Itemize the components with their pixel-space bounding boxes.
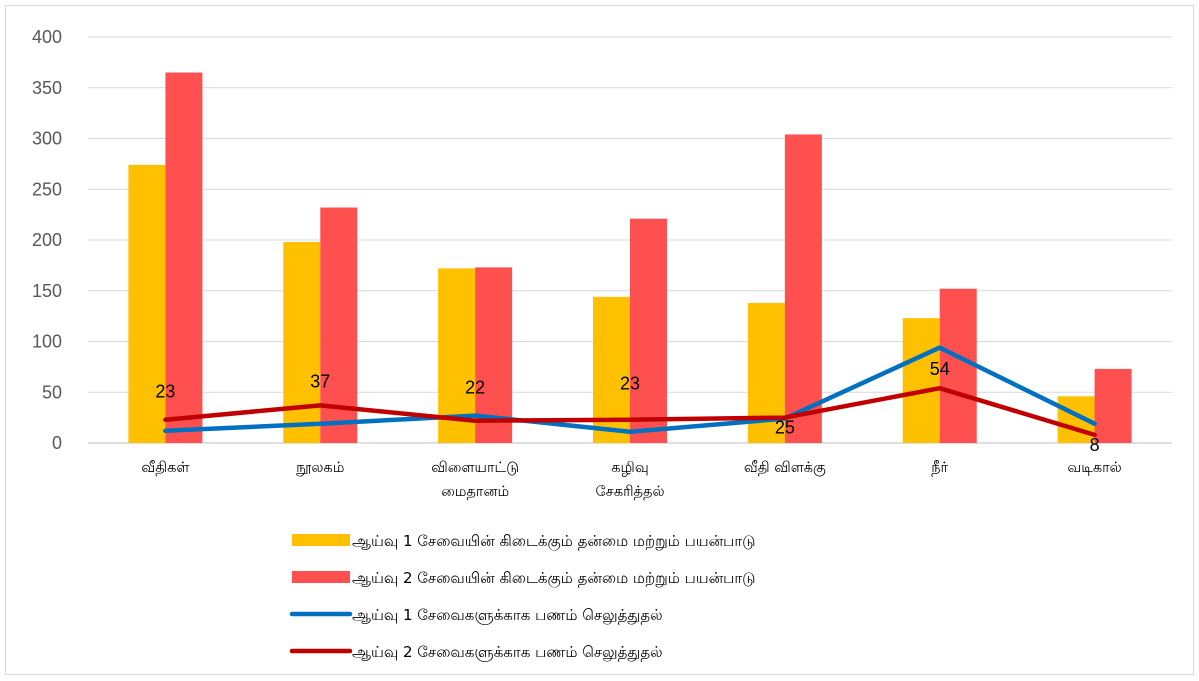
y-tick-label: 50	[42, 382, 62, 402]
bar	[283, 242, 321, 443]
y-tick-label: 150	[32, 281, 62, 301]
bar	[902, 318, 940, 443]
x-tick-label: நீர்	[931, 460, 948, 476]
legend-label: ஆய்வு 2 சேவையின் கிடைக்கும் தன்மை மற்றும…	[352, 569, 756, 588]
y-tick-label: 300	[32, 129, 62, 149]
data-label: 22	[465, 378, 485, 398]
series-line	[163, 385, 1097, 438]
y-tick-label: 250	[32, 179, 62, 199]
legend-label: ஆய்வு 1 சேவைகளுக்காக பணம் செலுத்துதல்	[352, 606, 663, 625]
bar	[1094, 368, 1132, 443]
y-tick-label: 0	[52, 433, 62, 453]
bar	[128, 164, 166, 443]
bar	[784, 134, 822, 443]
x-tick-label: கழிவு	[611, 460, 649, 476]
bar	[939, 288, 977, 443]
x-tick-label: மைதானம்	[441, 484, 509, 500]
x-tick-label: நூலகம்	[296, 460, 345, 476]
series-line	[163, 345, 1097, 435]
data-label: 23	[620, 374, 640, 394]
legend-swatch	[292, 534, 350, 546]
bar	[165, 72, 203, 444]
data-label: 54	[930, 359, 950, 379]
x-tick-label: வீதிகள்	[141, 460, 190, 476]
x-tick-label: வடிகால்	[1067, 460, 1121, 476]
data-label: 23	[155, 382, 175, 402]
legend-label: ஆய்வு 2 சேவைகளுக்காக பணம் செலுத்துதல்	[352, 643, 663, 662]
data-label: 25	[775, 418, 795, 438]
legend-swatch	[292, 571, 350, 583]
bar	[475, 267, 513, 443]
bar	[630, 218, 667, 443]
y-tick-label: 100	[32, 332, 62, 352]
data-label: 8	[1090, 435, 1100, 455]
y-tick-label: 400	[32, 27, 62, 47]
x-tick-label: விளையாட்டு	[431, 460, 519, 476]
x-tick-label: சேகரித்தல்	[596, 484, 665, 500]
legend-label: ஆய்வு 1 சேவையின் கிடைக்கும் தன்மை மற்றும…	[352, 532, 756, 551]
y-tick-label: 200	[32, 230, 62, 250]
y-tick-label: 350	[32, 78, 62, 98]
x-tick-label: வீதி விளக்கு	[744, 460, 826, 477]
data-label: 37	[310, 371, 330, 391]
